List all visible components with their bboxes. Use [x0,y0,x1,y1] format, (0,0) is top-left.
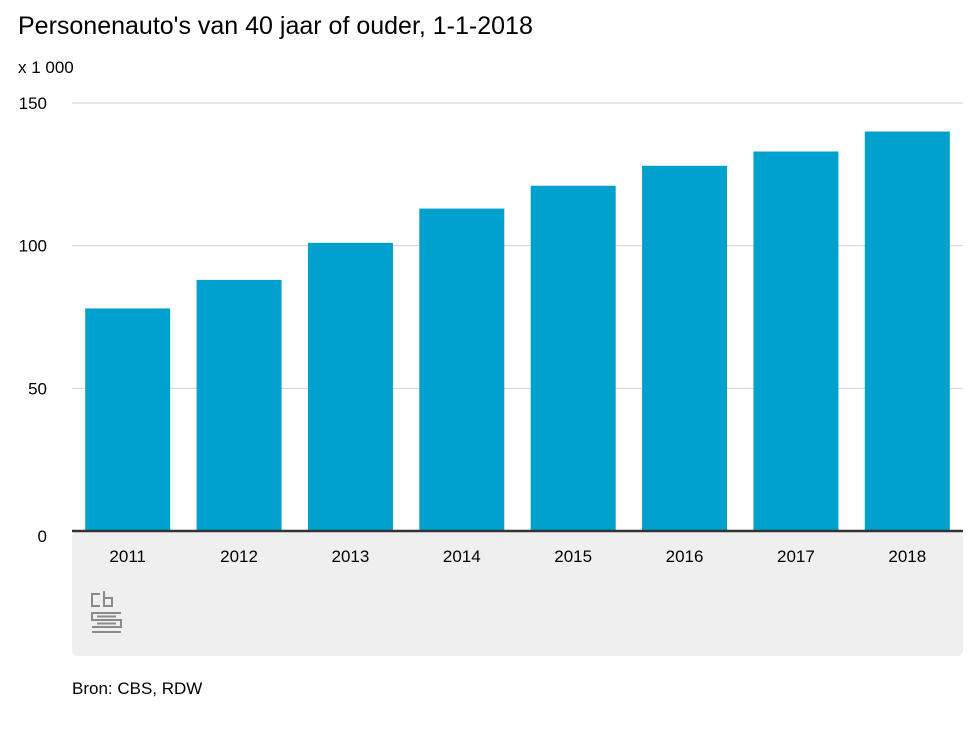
x-tick-label-2017: 2017 [777,547,815,566]
x-tick-label-2014: 2014 [443,547,481,566]
x-tick-label-2012: 2012 [220,547,258,566]
bar-2018 [864,131,950,532]
x-tick-label-2011: 2011 [109,547,146,566]
x-tick-label-2018: 2018 [888,547,926,566]
cbs-logo-icon [91,591,122,633]
source-note: Bron: CBS, RDW [72,679,203,698]
bar-2015 [530,185,616,531]
bar-2013 [307,242,393,531]
y-tick-label: 150 [19,94,47,113]
y-tick-labels: 0 50 100 150 [19,94,47,546]
bar-2011 [85,308,171,531]
y-unit-label: x 1 000 [18,58,74,77]
x-tick-labels: 2011 2012 2013 2014 2015 2016 2017 2018 [109,547,926,566]
x-tick-label-2016: 2016 [666,547,704,566]
x-tick-label-2013: 2013 [332,547,370,566]
bars [85,131,950,532]
chart-title: Personenauto's van 40 jaar of ouder, 1-1… [18,12,533,40]
bar-2017 [753,151,839,532]
y-tick-label: 100 [19,237,47,256]
x-tick-label-2015: 2015 [554,547,592,566]
bar-2016 [642,165,728,532]
x-axis-panel [72,531,963,656]
bar-2012 [196,279,282,531]
y-tick-label: 0 [38,527,47,546]
y-tick-label: 50 [28,379,47,398]
bar-2014 [419,208,505,531]
